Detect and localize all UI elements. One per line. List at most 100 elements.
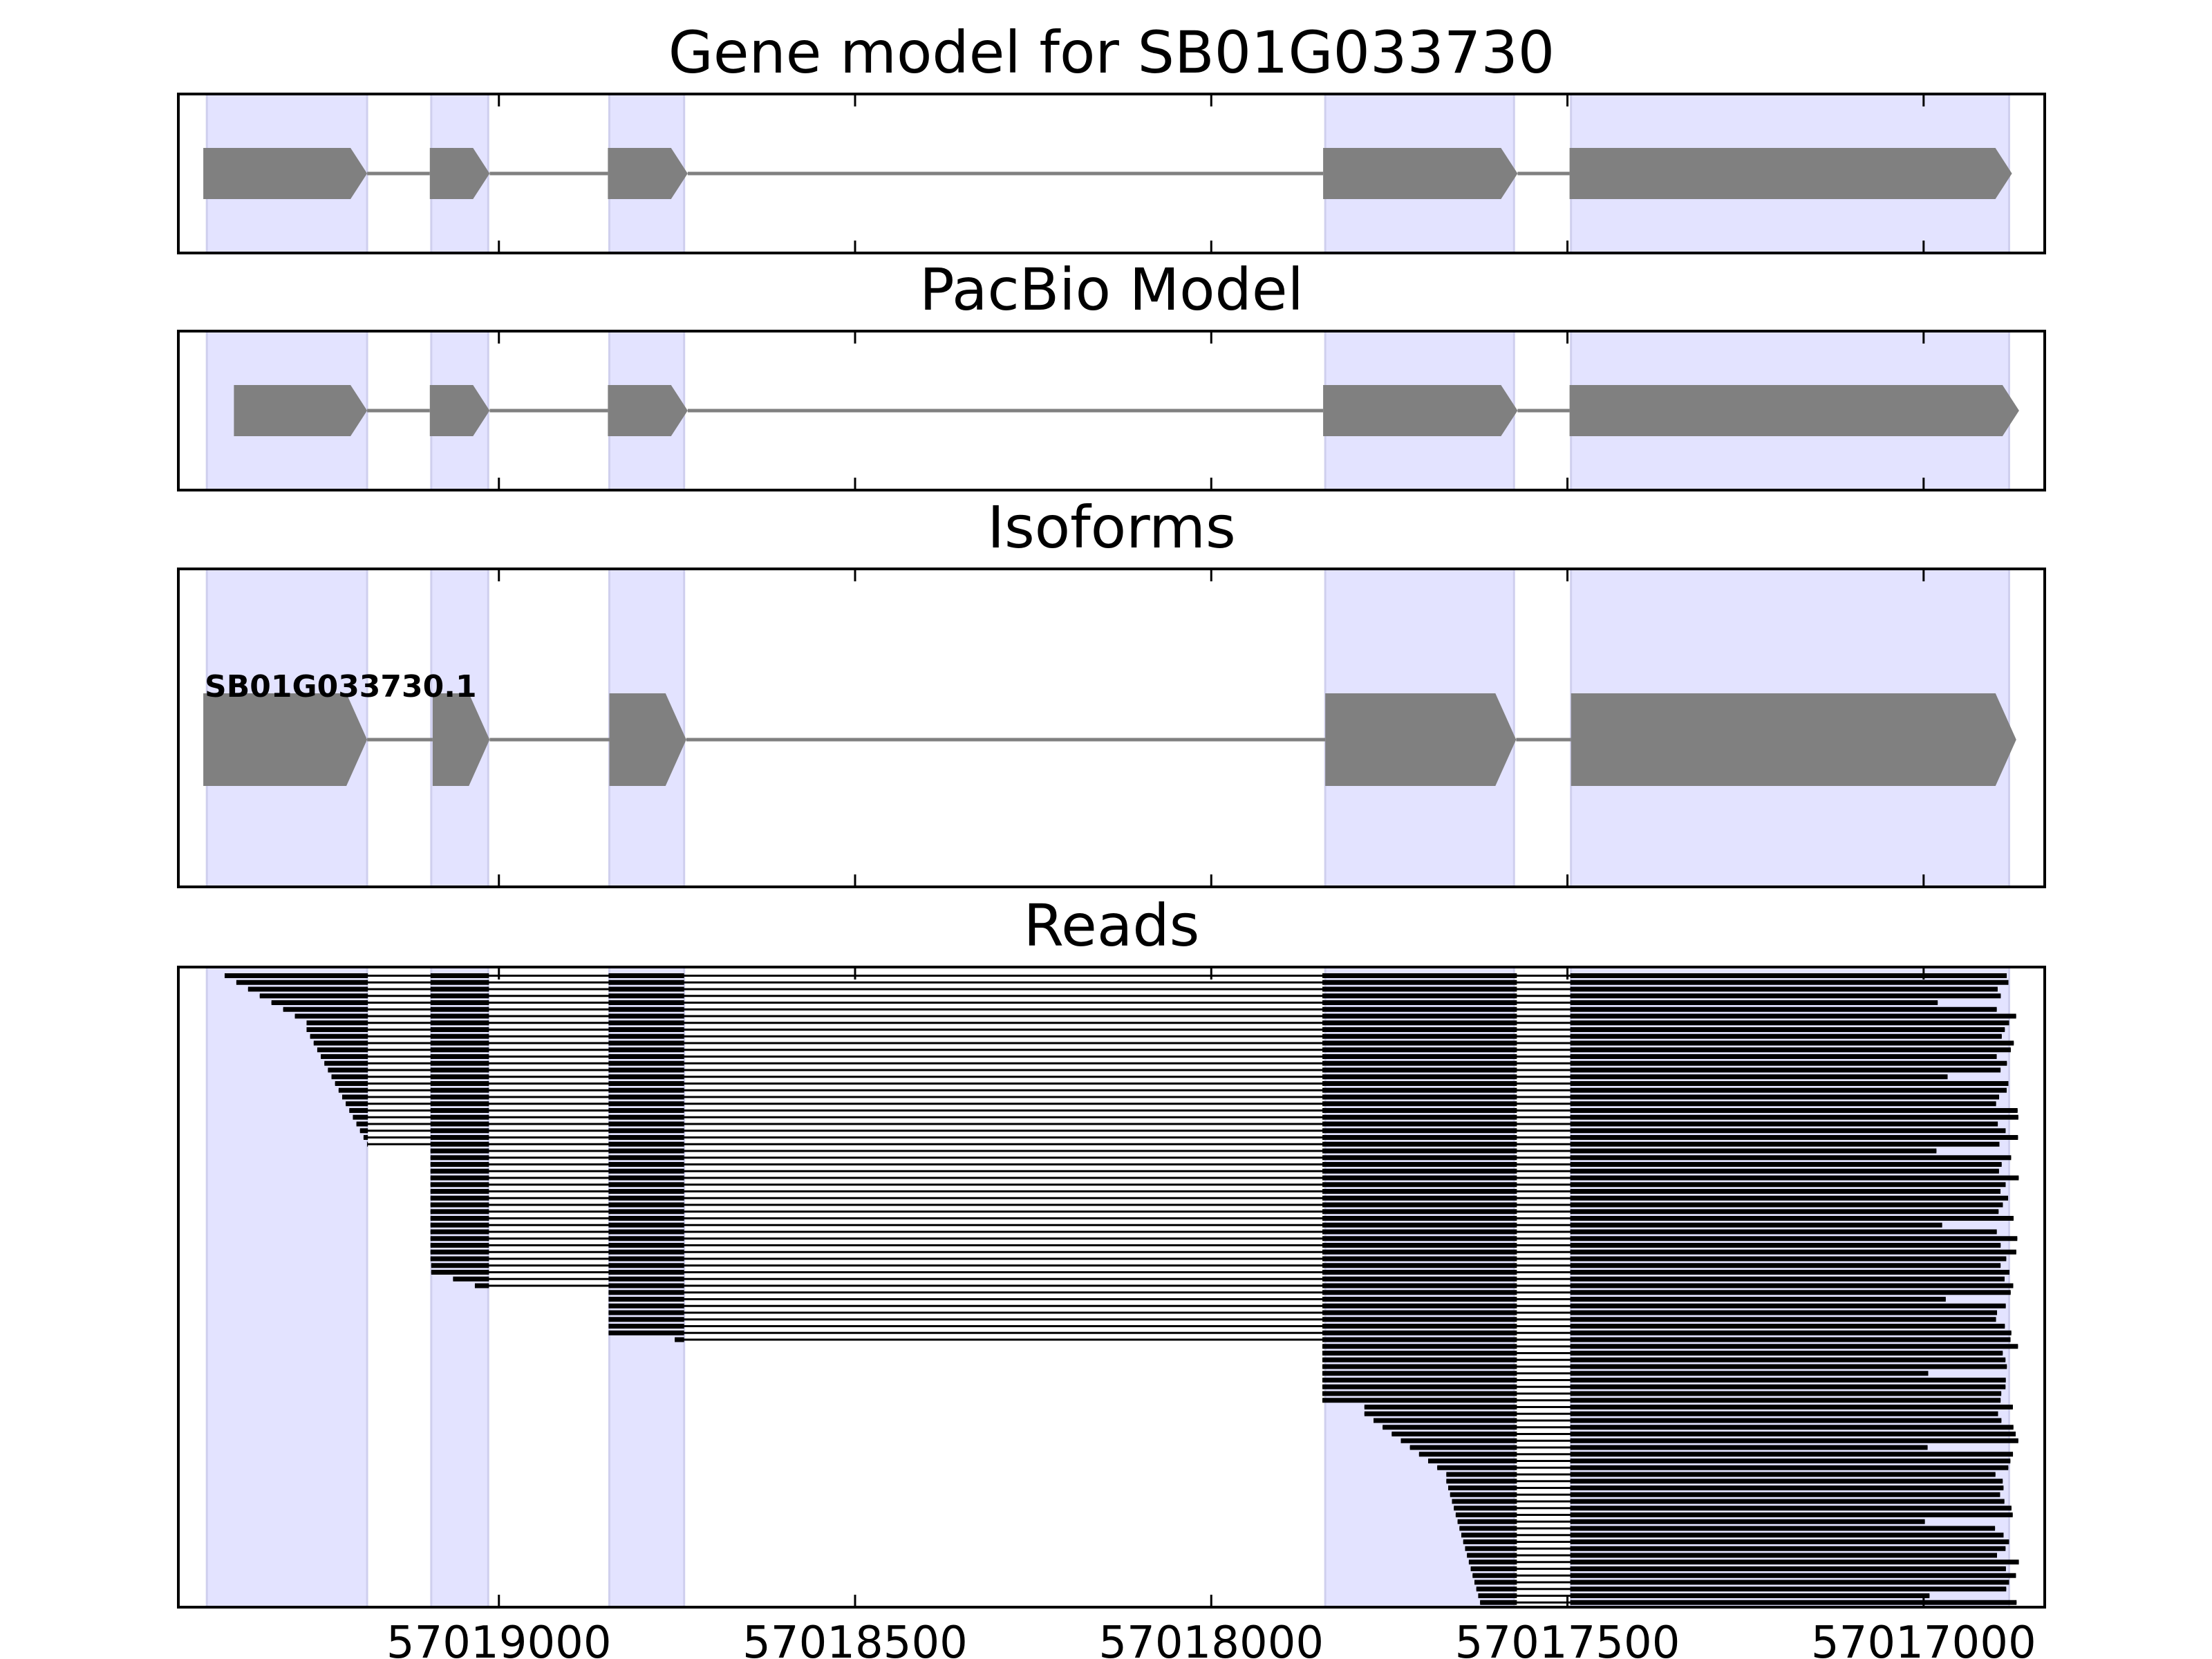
read-track [1480, 1600, 2017, 1605]
read-block [1570, 1533, 2004, 1538]
reads-shaded-region [205, 967, 368, 1607]
read-block [608, 1013, 684, 1019]
read-track [1446, 1472, 1996, 1477]
read-block [1478, 1593, 1517, 1598]
gene-model-exon [203, 148, 368, 199]
read-track [353, 1114, 2018, 1120]
read-track [349, 1108, 2018, 1113]
read-track [431, 1263, 2001, 1268]
read-block [359, 1128, 368, 1134]
read-block [1452, 1499, 1517, 1504]
read-block [1570, 1445, 1928, 1450]
read-block [430, 1094, 489, 1100]
read-block [430, 1000, 489, 1005]
read-block [1570, 1155, 2012, 1161]
read-block [367, 1141, 368, 1147]
read-block [1570, 1492, 2000, 1497]
read-block [608, 1114, 684, 1120]
read-block [430, 1027, 489, 1032]
read-block [1382, 1425, 1517, 1430]
read-block [608, 1276, 684, 1282]
read-block [1463, 1539, 1517, 1544]
read-block [321, 1054, 368, 1059]
read-block [430, 1168, 489, 1174]
read-track [1437, 1465, 2009, 1470]
read-track [317, 1047, 2011, 1053]
gene-model-exon [1323, 148, 1518, 199]
read-block [1570, 1290, 2011, 1295]
read-track [1322, 1364, 2007, 1369]
read-block [430, 1013, 489, 1019]
read-block [1457, 1519, 1517, 1524]
read-block [608, 1297, 684, 1302]
read-block [608, 1128, 684, 1134]
read-block [1322, 993, 1517, 999]
read-block [430, 1067, 489, 1073]
read-block [342, 1094, 368, 1100]
read-track [1476, 1586, 2007, 1592]
read-block [1322, 1054, 1517, 1059]
read-track [1374, 1418, 2002, 1423]
read-track [430, 1195, 2009, 1201]
read-block [1322, 980, 1517, 985]
read-track [1468, 1559, 2019, 1565]
read-track [675, 1337, 2011, 1342]
read-block [608, 1263, 684, 1268]
read-block [1570, 1499, 2005, 1504]
read-block [1322, 1175, 1517, 1181]
read-block [1322, 1148, 1517, 1154]
read-block [1570, 1330, 2012, 1335]
read-track [1428, 1459, 2011, 1463]
read-block [1570, 1398, 2001, 1403]
read-block [608, 1209, 684, 1215]
read-block [1454, 1506, 1517, 1511]
read-block [1446, 1472, 1517, 1477]
read-block [1570, 1526, 1996, 1531]
read-block [1322, 1256, 1517, 1262]
read-track [1400, 1438, 2018, 1443]
isoform-exon [1325, 693, 1517, 786]
read-block [608, 1303, 684, 1309]
read-block [1465, 1546, 1517, 1551]
read-track [1322, 1357, 2006, 1362]
read-block [1570, 1263, 2001, 1268]
read-block [1570, 1222, 1942, 1228]
read-block [608, 1317, 684, 1322]
read-block [608, 1290, 684, 1295]
gene-model-title: Gene model for SB01G033730 [668, 19, 1555, 86]
pacbio-exon [1323, 385, 1518, 436]
read-block [1428, 1459, 1517, 1463]
read-block [608, 1040, 684, 1046]
read-block [1400, 1438, 1517, 1443]
read-block [430, 1128, 489, 1134]
read-block [608, 1020, 684, 1026]
read-block [1570, 1485, 2004, 1490]
read-block [430, 980, 489, 985]
read-track [363, 1135, 2018, 1140]
read-block [1418, 1452, 1517, 1457]
read-block [430, 1249, 489, 1255]
reads-ticks [498, 967, 1925, 1607]
read-track [1322, 1391, 2002, 1396]
read-block [1461, 1533, 1517, 1538]
read-block [324, 1060, 368, 1066]
read-block [1446, 1479, 1517, 1484]
read-block [1570, 1229, 1997, 1235]
read-block [1570, 1566, 2006, 1571]
read-block [236, 980, 368, 985]
read-track [324, 1060, 2007, 1066]
read-block [608, 1182, 684, 1188]
read-block [1468, 1559, 1517, 1565]
read-block [1322, 986, 1517, 992]
read-block [430, 986, 489, 992]
read-block [1570, 1067, 2001, 1073]
read-block [1391, 1432, 1517, 1436]
read-track [224, 973, 2007, 978]
read-block [1570, 1209, 1999, 1215]
read-track [1470, 1566, 2006, 1571]
read-block [1570, 980, 2009, 985]
read-track [356, 1121, 1998, 1127]
read-block [1570, 1121, 1998, 1127]
read-block [1570, 1559, 2019, 1565]
